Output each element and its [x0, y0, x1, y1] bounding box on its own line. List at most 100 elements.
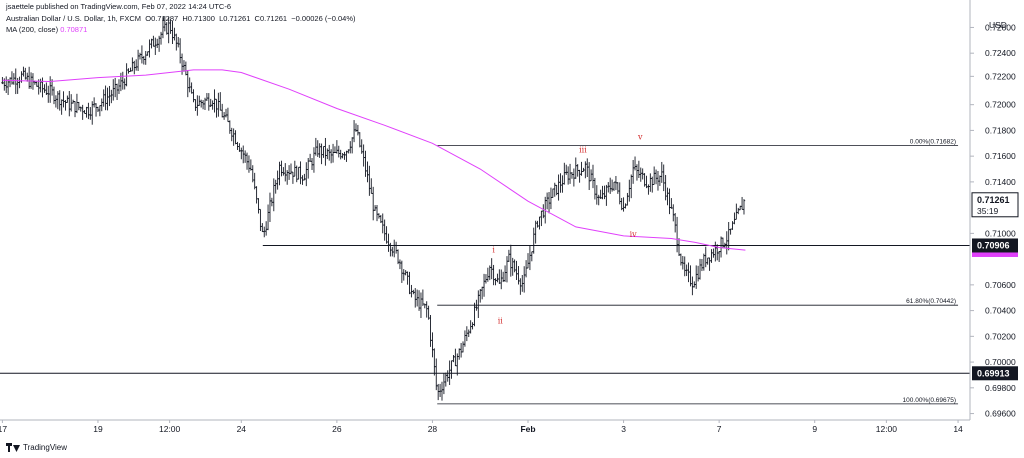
ohlc-bar	[547, 191, 551, 214]
ohlc-bar	[333, 146, 337, 153]
time-tick-label: Feb	[520, 424, 535, 434]
ohlc-bar	[444, 372, 448, 387]
ohlc-bar	[706, 257, 709, 265]
ohlc-bar	[186, 70, 189, 98]
ohlc-bar	[201, 100, 205, 110]
ohlc-bar	[633, 156, 637, 171]
ohlc-bar	[198, 95, 201, 106]
ohlc-bar	[574, 157, 577, 179]
ohlc-bar	[121, 71, 125, 90]
ma-value: 0.70871	[60, 25, 88, 34]
ohlc-bar	[331, 143, 335, 163]
ohlc-bar	[123, 78, 126, 90]
ohlc-bar	[702, 253, 706, 271]
ohlc-bar	[465, 326, 469, 342]
ohlc-bar	[64, 100, 67, 111]
ohlc-bar	[96, 106, 100, 112]
ohlc-bars	[1, 16, 746, 401]
ohlc-bar	[652, 166, 656, 185]
ohlc-bar	[249, 159, 253, 171]
ohlc-bar	[459, 342, 463, 358]
ohlc-bar	[400, 260, 404, 283]
ohlc-bar	[591, 164, 595, 189]
ohlc-bar	[264, 221, 268, 236]
ohlc-bar	[607, 182, 610, 193]
ohlc-bar	[345, 150, 348, 162]
ohlc-bar	[375, 204, 379, 222]
tradingview-brand[interactable]: TradingView	[6, 443, 67, 452]
ohlc-bar	[427, 305, 430, 320]
price-tick-label: 0.69800	[985, 383, 1016, 393]
ohlc-bar	[603, 185, 606, 200]
ohlc-bar	[528, 245, 532, 271]
ohlc-bar	[94, 103, 98, 117]
ohlc-bar	[700, 259, 704, 272]
ohlc-bar	[383, 219, 386, 241]
symbol-name: Australian Dollar / U.S. Dollar, 1h, FXC…	[6, 14, 142, 23]
low-value: 0.71261	[223, 14, 251, 23]
ohlc-bar	[679, 253, 683, 266]
ohlc-bar	[308, 153, 312, 162]
ohlc-bar	[536, 220, 539, 228]
ma-legend[interactable]: MA (200, close) 0.70871	[6, 25, 87, 34]
ohlc-bar	[48, 76, 52, 103]
ohlc-bar	[52, 86, 56, 105]
ohlc-bar	[178, 38, 182, 64]
ohlc-bar	[670, 198, 673, 209]
ohlc-bar	[565, 164, 568, 175]
ohlc-bar	[305, 162, 308, 187]
time-tick-label: 26	[332, 424, 342, 434]
ohlc-bar	[534, 220, 537, 244]
ohlc-bar	[310, 157, 314, 170]
ohlc-bar	[26, 72, 29, 82]
ohlc-bar	[284, 163, 287, 182]
ohlc-bar	[62, 91, 65, 108]
ohlc-bar	[100, 98, 103, 112]
ohlc-bar	[484, 274, 488, 284]
ohlc-bar	[492, 264, 495, 286]
ohlc-bar	[526, 253, 530, 269]
ohlc-bar	[572, 168, 576, 187]
ohlc-bar	[60, 99, 63, 115]
ohlc-bar	[666, 187, 669, 206]
ohlc-bar	[364, 150, 367, 177]
ohlc-bar	[645, 175, 648, 189]
ohlc-bar	[612, 181, 616, 191]
ohlc-bar	[77, 101, 81, 111]
ohlc-bar	[597, 194, 600, 206]
time-axis[interactable]: 17 19 12:00 24 26 28 Feb 3 7 9 12:00 14	[0, 420, 963, 434]
ohlc-bar	[712, 248, 715, 258]
ohlc-bar	[125, 63, 128, 87]
ohlc-bar	[213, 89, 216, 113]
ohlc-bar	[322, 146, 325, 158]
ohlc-bar	[194, 99, 197, 111]
ohlc-bar	[45, 82, 48, 95]
time-tick-label: 19	[93, 424, 103, 434]
ohlc-bar	[387, 233, 390, 252]
ohlc-bar	[507, 249, 511, 262]
ohlc-bar	[654, 169, 658, 185]
ohlc-bar	[134, 59, 138, 71]
ohlc-bar	[714, 241, 717, 262]
ohlc-bar	[461, 341, 465, 353]
price-tick-label: 0.70000	[985, 357, 1016, 367]
ohlc-bar	[352, 120, 356, 143]
wave-label: i	[492, 246, 495, 255]
ohlc-bar	[414, 288, 417, 308]
ohlc-bar	[236, 141, 239, 150]
ohlc-bar	[500, 269, 503, 290]
ohlc-bar	[220, 103, 224, 118]
ohlc-bar	[41, 77, 44, 98]
wave-label: iv	[630, 230, 638, 239]
ohlc-bar	[559, 173, 562, 193]
ohlc-bar	[350, 137, 354, 154]
ohlc-bar	[291, 171, 295, 184]
price-tick-label: 0.72000	[985, 100, 1016, 110]
ohlc-bar	[87, 102, 90, 120]
ohlc-bar	[616, 182, 620, 194]
ohlc-bar	[27, 66, 31, 89]
ohlc-bar	[660, 161, 663, 183]
ohlc-bar	[257, 198, 260, 214]
price-axis[interactable]: 0.72600 0.72400 0.72200 0.72000 0.71800 0.716…	[970, 22, 1016, 419]
